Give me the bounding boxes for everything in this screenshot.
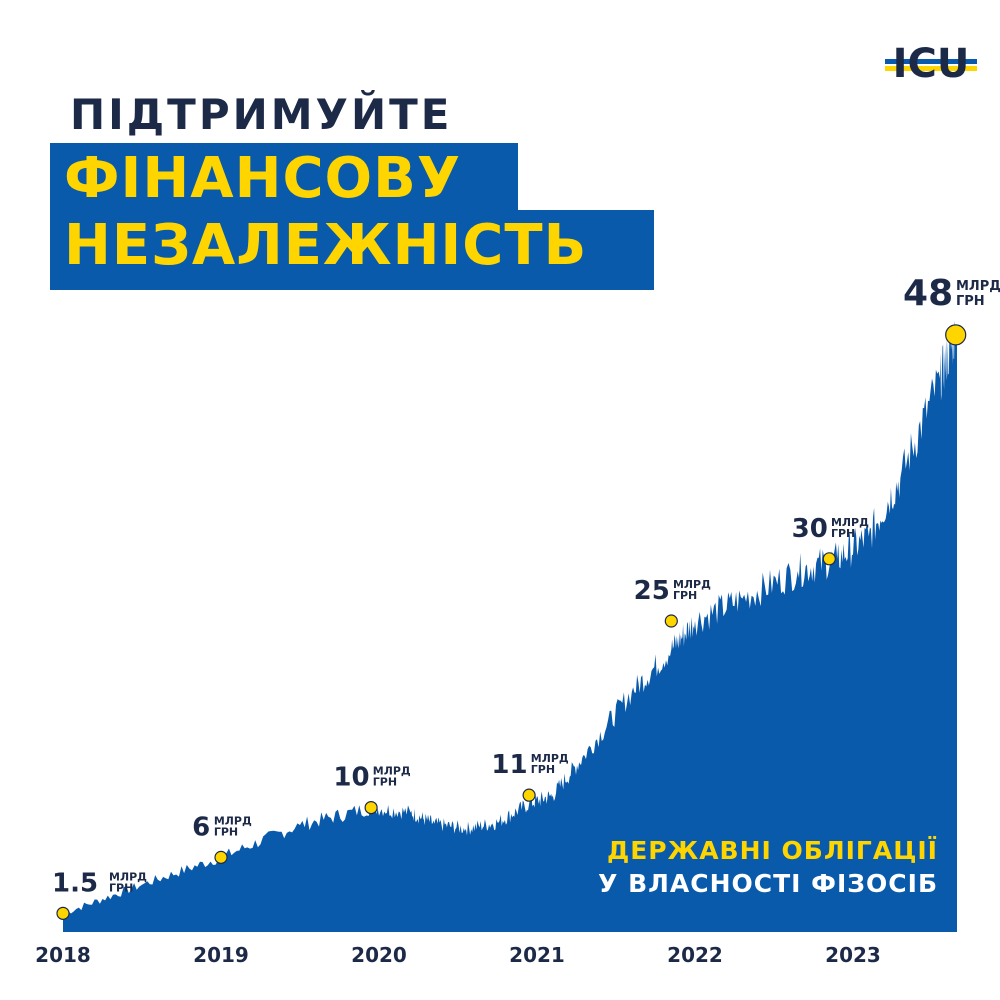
icu-logo-icon: ICU [885, 42, 977, 84]
data-unit-label: МЛРД [531, 752, 569, 765]
x-tick-label: 2019 [193, 943, 249, 967]
data-unit-label: ГРН [531, 763, 555, 776]
data-point [664, 614, 678, 628]
data-point [945, 324, 967, 346]
data-unit-label: ГРН [373, 776, 397, 789]
data-unit-label: ГРН [673, 589, 697, 602]
data-unit-label: ГРН [109, 881, 133, 894]
data-unit-label: МЛРД [956, 279, 1000, 294]
data-unit-label: МЛРД [214, 814, 252, 827]
legend-line-2: У ВЛАСНОСТІ ФІЗОСІБ [598, 869, 938, 898]
data-label: 6 [192, 812, 210, 842]
data-label: 25 [634, 576, 670, 606]
x-tick-label: 2022 [667, 943, 723, 967]
x-tick-label: 2023 [825, 943, 881, 967]
data-label: 1.5 [52, 868, 98, 898]
headline-line-1: ФІНАНСОВУ [50, 143, 518, 223]
logo-text: ICU [893, 42, 970, 84]
data-unit-label: МЛРД [831, 516, 869, 529]
data-label: 48 [903, 273, 953, 314]
data-unit-label: ГРН [831, 527, 855, 540]
x-tick-label: 2021 [509, 943, 565, 967]
data-unit-label: ГРН [214, 825, 238, 838]
data-point [56, 906, 70, 920]
x-axis-ticks: 2018 2019 2020 2021 2022 2023 [35, 943, 881, 967]
headline-line-2: НЕЗАЛЕЖНІСТЬ [50, 210, 654, 290]
x-tick-label: 2018 [35, 943, 91, 967]
data-label: 11 [491, 750, 527, 780]
data-point [364, 800, 378, 815]
subtitle: ПІДТРИМУЙТЕ [70, 90, 453, 139]
data-unit-label: МЛРД [109, 870, 147, 883]
data-label: 10 [333, 763, 369, 793]
data-unit-label: МЛРД [373, 765, 411, 778]
series-area [63, 320, 957, 932]
data-label: 30 [792, 514, 828, 544]
x-tick-label: 2020 [351, 943, 407, 967]
data-point [522, 788, 536, 802]
data-unit-label: ГРН [956, 294, 985, 309]
legend-line-1: ДЕРЖАВНІ ОБЛІГАЦІЇ [606, 836, 938, 865]
data-point [214, 850, 228, 864]
data-point [822, 552, 836, 566]
data-unit-label: МЛРД [673, 578, 711, 591]
